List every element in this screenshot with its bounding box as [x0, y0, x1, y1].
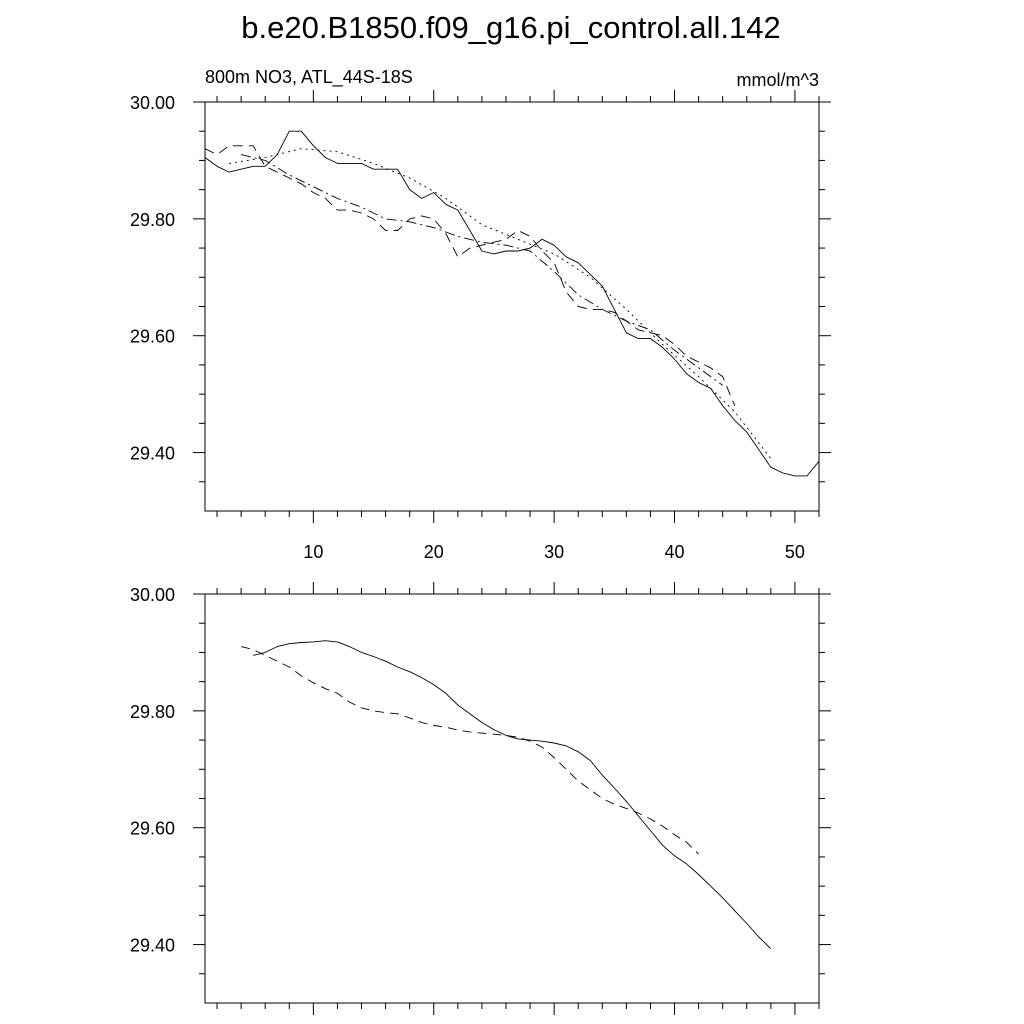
top-panel-series-line-1 — [204, 130, 820, 477]
top-panel-x-tick-label: 10 — [303, 542, 323, 562]
bottom-panel-series-line-2 — [240, 646, 699, 855]
top-panel-x-tick-label: 30 — [544, 542, 564, 562]
top-panel-y-tick-label: 30.00 — [130, 93, 175, 113]
top-panel: 800m NO3, ATL_44S-18S mmol/m^3 10 20 30 40 5… — [130, 67, 831, 562]
top-panel-y-tick-label: 29.40 — [130, 444, 175, 464]
top-panel-y-tick-label: 29.80 — [130, 210, 175, 230]
top-panel-tick-labels: 10 20 30 40 50 29.40 29.60 29.80 30.00 — [130, 93, 805, 562]
bottom-panel-series-line-1 — [253, 640, 772, 950]
top-panel-left-subtitle: 800m NO3, ATL_44S-18S — [205, 67, 413, 88]
chart-title: b.e20.B1850.f09_g16.pi_control.all.142 — [241, 10, 781, 45]
bottom-panel-y-tick-label: 29.40 — [130, 936, 175, 956]
top-panel-x-tick-label: 50 — [785, 542, 805, 562]
top-panel-x-tick-label: 20 — [424, 542, 444, 562]
top-panel-series-line-3 — [240, 154, 723, 386]
top-panel-series-line-2 — [204, 145, 736, 406]
bottom-panel-y-tick-label: 29.60 — [130, 819, 175, 839]
bottom-panel-y-tick-label: 30.00 — [130, 585, 175, 605]
top-panel-frame — [204, 101, 820, 512]
top-panel-x-tick-label: 40 — [665, 542, 685, 562]
top-panel-ticks — [193, 90, 831, 523]
top-panel-y-tick-label: 29.60 — [130, 327, 175, 347]
top-panel-series — [204, 130, 820, 477]
bottom-panel-series — [240, 640, 772, 950]
bottom-panel-frame — [204, 593, 820, 1004]
bottom-panel-ticks — [193, 582, 831, 1015]
top-panel-series-line-4 — [229, 148, 772, 459]
bottom-panel-y-tick-label: 29.80 — [130, 702, 175, 722]
bottom-panel-tick-labels: 29.40 29.60 29.80 30.00 — [130, 585, 175, 956]
top-panel-units-label: mmol/m^3 — [737, 70, 819, 90]
bottom-panel: 29.40 29.60 29.80 30.00 — [130, 582, 831, 1015]
